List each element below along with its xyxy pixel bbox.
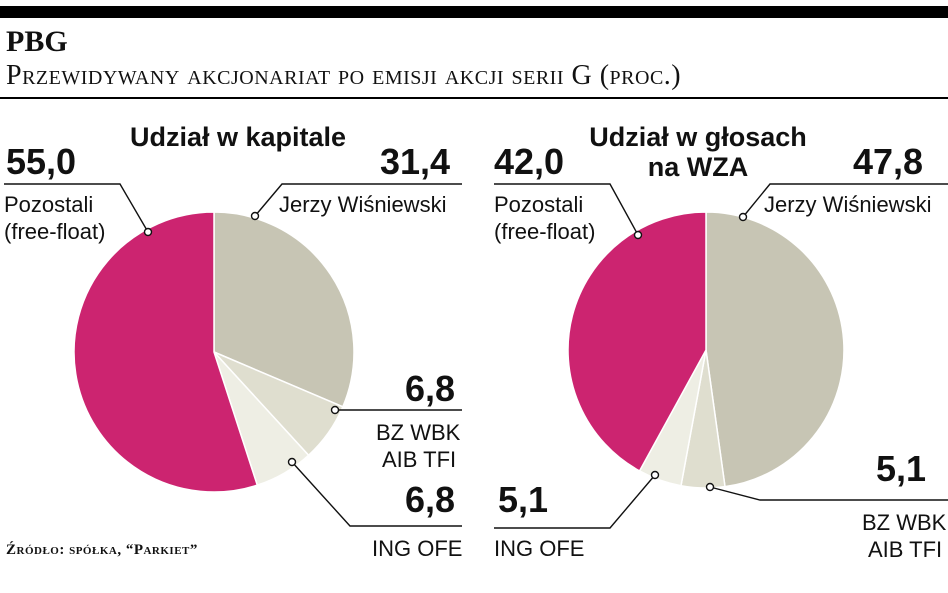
chart2-leader-ing-dot	[650, 470, 660, 480]
chart2-label-ing: ING OFE	[494, 536, 585, 561]
leader-lines	[4, 183, 948, 529]
chart2-leader-jerzy	[742, 183, 948, 218]
chart1-leader-bzwbk-dot	[330, 405, 340, 415]
chart2-title-line1: Udział w głosach	[589, 122, 807, 152]
chart2-label-free-float-1: Pozostali	[494, 192, 584, 217]
chart2-slice-3	[567, 211, 707, 472]
chart1-label-jerzy: Jerzy Wiśniewski	[279, 192, 447, 217]
chart2-leader-bzwbk-dot	[705, 482, 715, 492]
chart1-label-free-float-2: (free-float)	[4, 219, 106, 244]
chart1-label-bzwbk-1: BZ WBK	[376, 420, 461, 445]
chart1-slice-0	[213, 211, 355, 408]
chart1-value-bzwbk: 6,8	[405, 368, 456, 409]
chart1-label-bzwbk-2: AIB TFI	[382, 447, 457, 472]
chart1-leader-free-float-dot	[143, 227, 153, 237]
chart1-label-free-float-1: Pozostali	[4, 192, 94, 217]
chart2-value-jerzy: 47,8	[853, 141, 924, 182]
chart1-leader-ing-dot	[287, 457, 297, 467]
chart2-leader-bzwbk	[709, 486, 948, 501]
subtitle-rule	[0, 97, 948, 99]
chart1-label-ing: ING OFE	[372, 536, 463, 561]
chart1-value-ing: 6,8	[405, 479, 456, 520]
page-title: PBG	[6, 25, 68, 58]
chart1-leader-jerzy	[254, 183, 462, 217]
chart2-leader-jerzy-dot	[738, 212, 748, 222]
chart2-title-line2: na WZA	[647, 152, 749, 182]
source-note: Źródło: spółka, “Parkiet”	[6, 542, 198, 558]
chart1-leader-jerzy-dot	[250, 211, 260, 221]
chart2-label-bzwbk-1: BZ WBK	[862, 510, 947, 535]
chart2-value-bzwbk: 5,1	[876, 448, 927, 489]
pie-chart-votes	[567, 211, 845, 489]
chart1-leader-ing	[291, 461, 462, 527]
chart2-leader-free-float	[494, 183, 639, 236]
top-rule	[0, 6, 948, 18]
chart2-leader-ing	[494, 474, 656, 529]
chart2-label-bzwbk-2: AIB TFI	[868, 537, 943, 562]
chart1-leader-free-float	[4, 183, 149, 233]
chart2-value-free-float: 42,0	[494, 141, 565, 182]
chart1-value-jerzy: 31,4	[380, 141, 451, 182]
chart2-value-ing: 5,1	[498, 479, 549, 520]
chart2-slice-0	[705, 211, 845, 488]
pie-chart-capital	[73, 211, 355, 493]
chart2-label-free-float-2: (free-float)	[494, 219, 596, 244]
chart2-label-jerzy: Jerzy Wiśniewski	[764, 192, 932, 217]
chart1-value-free-float: 55,0	[6, 141, 77, 182]
chart1-title: Udział w kapitale	[129, 122, 347, 152]
chart2-leader-free-float-dot	[633, 230, 643, 240]
page-subtitle: Przewidywany akcjonariat po emisji akcji…	[6, 60, 682, 91]
